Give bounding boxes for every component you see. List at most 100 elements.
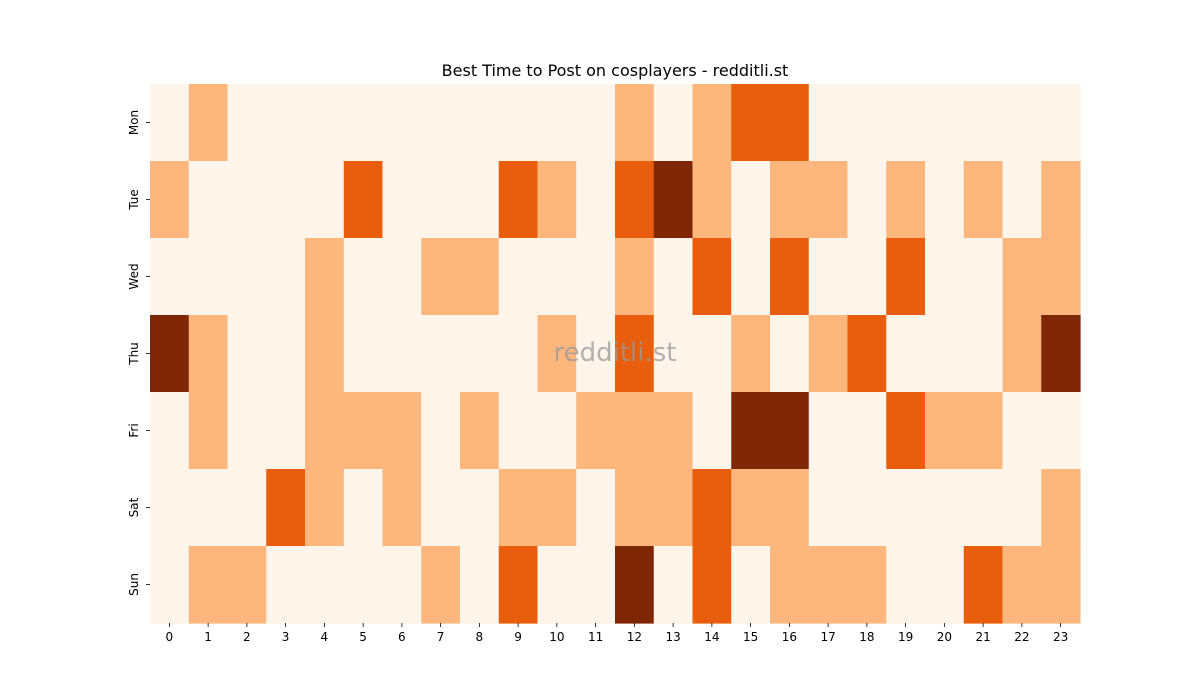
x-tick-label: 16 <box>782 630 797 644</box>
heatmap-cell-fri-10 <box>537 392 577 470</box>
heatmap-cell-tue-10 <box>537 161 577 239</box>
heatmap-cell-wed-23 <box>1041 238 1081 316</box>
heatmap-cell-wed-15 <box>731 238 771 316</box>
x-tick-label: 17 <box>820 630 835 644</box>
x-tick-label: 12 <box>627 630 642 644</box>
heatmap-cell-tue-22 <box>1002 161 1042 239</box>
y-tick-label: Tue <box>127 189 141 211</box>
heatmap-cell-sat-0 <box>150 469 190 547</box>
y-tick-label: Sun <box>127 573 141 596</box>
heatmap-cell-fri-1 <box>188 392 229 470</box>
heatmap-cell-sun-23 <box>1041 546 1081 624</box>
heatmap-cell-wed-5 <box>343 238 384 316</box>
heatmap-cell-wed-4 <box>305 238 345 316</box>
heatmap-cell-wed-2 <box>227 238 267 316</box>
heatmap-cell-tue-9 <box>498 161 539 239</box>
heatmap-cell-mon-15 <box>731 84 771 162</box>
heatmap-cell-fri-18 <box>847 392 887 470</box>
heatmap-cell-thu-21 <box>963 315 1004 393</box>
heatmap-cell-sun-2 <box>227 546 267 624</box>
heatmap-cell-sun-14 <box>692 546 732 624</box>
heatmap-cell-fri-9 <box>498 392 539 470</box>
heatmap-cell-mon-8 <box>460 84 500 162</box>
x-tick-label: 14 <box>704 630 719 644</box>
heatmap-cell-fri-4 <box>305 392 345 470</box>
heatmap-cell-sat-23 <box>1041 469 1081 547</box>
heatmap-cell-mon-17 <box>808 84 849 162</box>
heatmap-cell-sun-1 <box>188 546 229 624</box>
x-tick-label: 11 <box>588 630 603 644</box>
heatmap-cell-tue-21 <box>963 161 1004 239</box>
heatmap-cell-mon-7 <box>421 84 461 162</box>
heatmap-cell-sat-1 <box>188 469 229 547</box>
heatmap-cell-sat-7 <box>421 469 461 547</box>
heatmap-cell-fri-19 <box>886 392 926 470</box>
heatmap-cell-thu-17 <box>808 315 849 393</box>
heatmap-cell-tue-20 <box>925 161 965 239</box>
heatmap-cell-wed-22 <box>1002 238 1042 316</box>
heatmap-cell-wed-12 <box>615 238 655 316</box>
heatmap-cell-fri-14 <box>692 392 732 470</box>
heatmap-cell-sat-6 <box>382 469 422 547</box>
heatmap-cell-sat-22 <box>1002 469 1042 547</box>
heatmap-cell-sun-22 <box>1002 546 1042 624</box>
x-tick-label: 20 <box>937 630 952 644</box>
heatmap-cell-mon-6 <box>382 84 422 162</box>
heatmap-cell-mon-5 <box>343 84 384 162</box>
x-tick-label: 10 <box>549 630 564 644</box>
x-tick-label: 3 <box>282 630 290 644</box>
heatmap-cell-thu-22 <box>1002 315 1042 393</box>
heatmap-cell-sun-6 <box>382 546 422 624</box>
heatmap-cell-sun-21 <box>963 546 1004 624</box>
heatmap-cell-thu-11 <box>576 315 616 393</box>
heatmap-cell-thu-9 <box>498 315 539 393</box>
heatmap-cell-wed-7 <box>421 238 461 316</box>
heatmap-cell-sun-4 <box>305 546 345 624</box>
heatmap-cell-sat-13 <box>653 469 694 547</box>
heatmap-cell-sun-19 <box>886 546 926 624</box>
heatmap-cell-wed-8 <box>460 238 500 316</box>
heatmap-cell-sun-8 <box>460 546 500 624</box>
heatmap-cell-sun-13 <box>653 546 694 624</box>
heatmap-cell-tue-12 <box>615 161 655 239</box>
heatmap-cell-mon-0 <box>150 84 190 162</box>
heatmap-cell-fri-21 <box>963 392 1004 470</box>
heatmap-cell-tue-13 <box>653 161 694 239</box>
x-tick-label: 6 <box>398 630 406 644</box>
heatmap-cell-sun-9 <box>498 546 539 624</box>
heatmap-cell-mon-14 <box>692 84 732 162</box>
heatmap-cell-mon-22 <box>1002 84 1042 162</box>
heatmap-cell-sun-15 <box>731 546 771 624</box>
heatmap-cell-sat-8 <box>460 469 500 547</box>
heatmap-cell-tue-17 <box>808 161 849 239</box>
watermark-text: redditli.st <box>554 338 677 368</box>
heatmap-cell-sun-11 <box>576 546 616 624</box>
x-tick-label: 23 <box>1053 630 1068 644</box>
heatmap-cell-sun-17 <box>808 546 849 624</box>
heatmap-cell-fri-22 <box>1002 392 1042 470</box>
heatmap-cell-sat-5 <box>343 469 384 547</box>
heatmap-cell-mon-19 <box>886 84 926 162</box>
heatmap-cell-fri-13 <box>653 392 694 470</box>
heatmap-cell-mon-2 <box>227 84 267 162</box>
heatmap-cell-mon-1 <box>188 84 229 162</box>
heatmap-cell-fri-17 <box>808 392 849 470</box>
heatmap-cell-mon-4 <box>305 84 345 162</box>
heatmap-cell-wed-0 <box>150 238 190 316</box>
heatmap-cell-sun-5 <box>343 546 384 624</box>
x-tick-label: 18 <box>859 630 874 644</box>
heatmap-cell-wed-19 <box>886 238 926 316</box>
chart-title: Best Time to Post on cosplayers - reddit… <box>442 61 789 80</box>
x-tick-label: 9 <box>514 630 522 644</box>
heatmap-cell-wed-9 <box>498 238 539 316</box>
heatmap-cell-fri-0 <box>150 392 190 470</box>
heatmap-cell-wed-1 <box>188 238 229 316</box>
heatmap-cell-thu-19 <box>886 315 926 393</box>
heatmap-cell-mon-9 <box>498 84 539 162</box>
heatmap-cell-mon-11 <box>576 84 616 162</box>
heatmap-cell-thu-12 <box>615 315 655 393</box>
heatmap-cell-thu-14 <box>692 315 732 393</box>
heatmap-cell-tue-7 <box>421 161 461 239</box>
heatmap-cell-mon-21 <box>963 84 1004 162</box>
